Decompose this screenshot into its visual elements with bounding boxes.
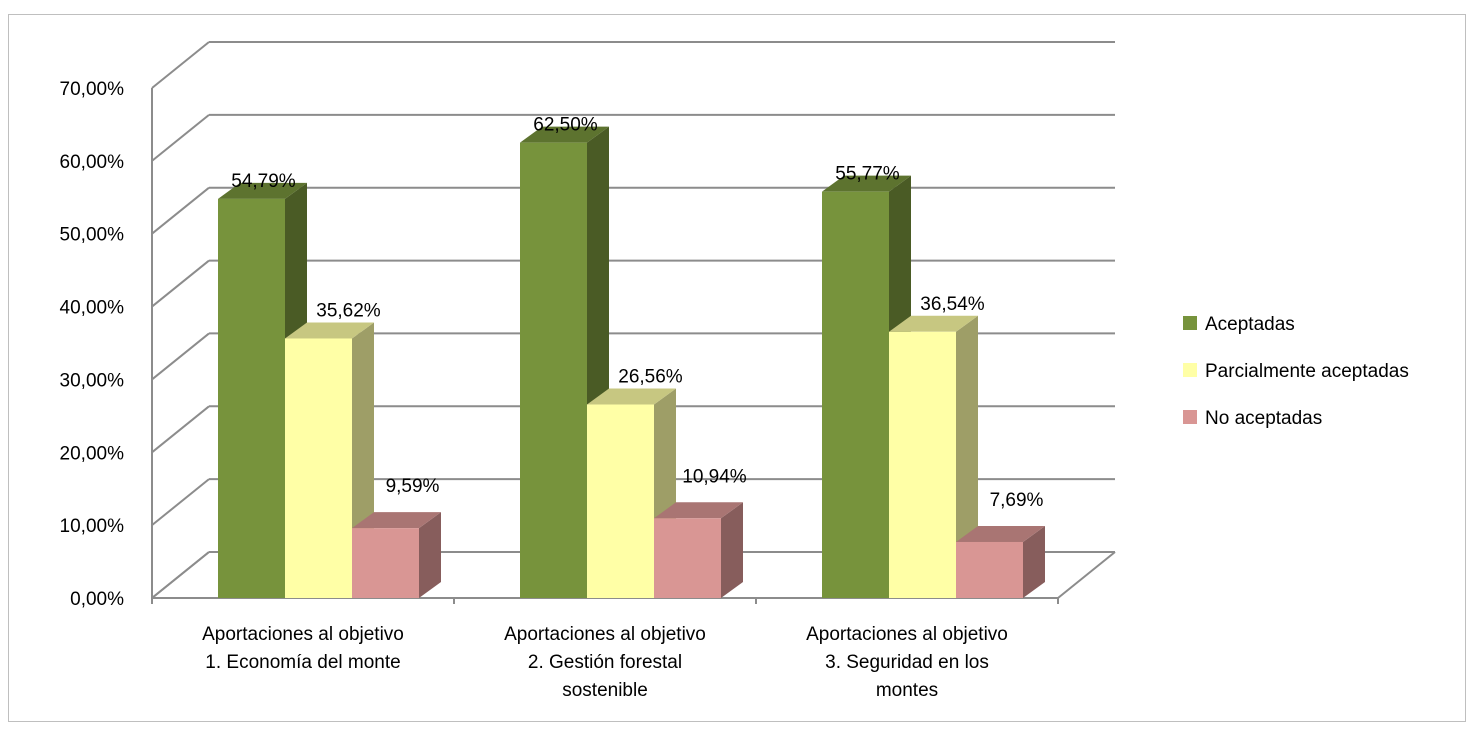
y-axis-tick-labels: 0,00% 10,00% 20,00% 30,00% 40,00% 50,00% 60,00… <box>60 79 125 610</box>
data-labels: 54,79% 35,62% 9,59% 62,50% 26,56% 10,94% 55,77… <box>231 115 1043 511</box>
data-label: 26,56% <box>618 366 683 387</box>
bar <box>285 338 352 598</box>
y-tick-label: 30,00% <box>60 370 125 391</box>
y-tick-label: 20,00% <box>60 443 125 464</box>
category-label: 3. Seguridad en los <box>825 652 989 673</box>
bar-top <box>285 322 374 339</box>
side-wall-gridline <box>151 41 210 89</box>
data-label: 62,50% <box>533 115 598 136</box>
legend-swatch <box>1183 410 1197 424</box>
legend-label: Parcialmente aceptadas <box>1205 361 1409 382</box>
y-tick-label: 0,00% <box>70 589 124 610</box>
legend-swatch <box>1183 363 1197 377</box>
bar <box>218 198 285 598</box>
side-wall-gridline <box>151 332 210 381</box>
bar <box>352 528 419 598</box>
bar <box>520 142 587 598</box>
data-label: 10,94% <box>682 466 747 487</box>
category-label: Aportaciones al objetivo <box>806 624 1008 645</box>
data-label: 55,77% <box>835 164 900 185</box>
bar <box>654 518 721 598</box>
legend: Aceptadas Parcialmente aceptadas No acepta… <box>1183 314 1409 429</box>
bar <box>587 404 654 598</box>
category-label: 2. Gestión forestal <box>528 652 682 673</box>
floor-right-edge <box>1057 551 1116 599</box>
side-wall-gridline <box>151 259 210 308</box>
data-label: 9,59% <box>386 476 440 497</box>
bar-top <box>352 512 441 529</box>
y-tick-label: 60,00% <box>60 152 125 173</box>
bar-top <box>889 315 978 332</box>
y-tick-label: 10,00% <box>60 516 125 537</box>
bar-top <box>654 502 743 519</box>
side-wall-gridline <box>151 405 210 454</box>
category-label: Aportaciones al objetivo <box>504 624 706 645</box>
data-label: 7,69% <box>990 490 1044 511</box>
bar-side <box>956 315 978 598</box>
data-label: 35,62% <box>316 300 381 321</box>
y-tick-label: 70,00% <box>60 79 125 100</box>
side-wall-gridline <box>151 114 210 162</box>
y-tick-label: 40,00% <box>60 298 125 319</box>
y-tick-label: 50,00% <box>60 225 125 246</box>
bar-side <box>721 502 743 598</box>
category-label: sostenible <box>562 680 648 701</box>
bar-top <box>520 126 609 143</box>
legend-label: Aceptadas <box>1205 314 1295 335</box>
legend-label: No aceptadas <box>1205 408 1322 429</box>
legend-swatch <box>1183 316 1197 330</box>
data-label: 36,54% <box>920 294 985 315</box>
bar-side <box>419 512 441 598</box>
bars <box>218 126 1045 599</box>
bar-top <box>218 182 307 199</box>
side-wall-gridline <box>151 186 210 235</box>
category-label: 1. Economía del monte <box>205 652 400 673</box>
bar-top <box>822 175 911 192</box>
side-wall-gridline <box>151 478 210 526</box>
bar <box>889 331 956 598</box>
data-label: 54,79% <box>231 171 296 192</box>
bar <box>956 541 1023 598</box>
category-label: Aportaciones al objetivo <box>202 624 404 645</box>
x-axis-category-labels: Aportaciones al objetivo 1. Economía del … <box>202 624 1008 701</box>
bar-top <box>587 388 676 405</box>
bar <box>822 191 889 598</box>
bar-side <box>1023 525 1045 598</box>
category-label: montes <box>876 680 938 701</box>
floor-edge <box>151 551 210 599</box>
bar-top <box>956 525 1045 542</box>
